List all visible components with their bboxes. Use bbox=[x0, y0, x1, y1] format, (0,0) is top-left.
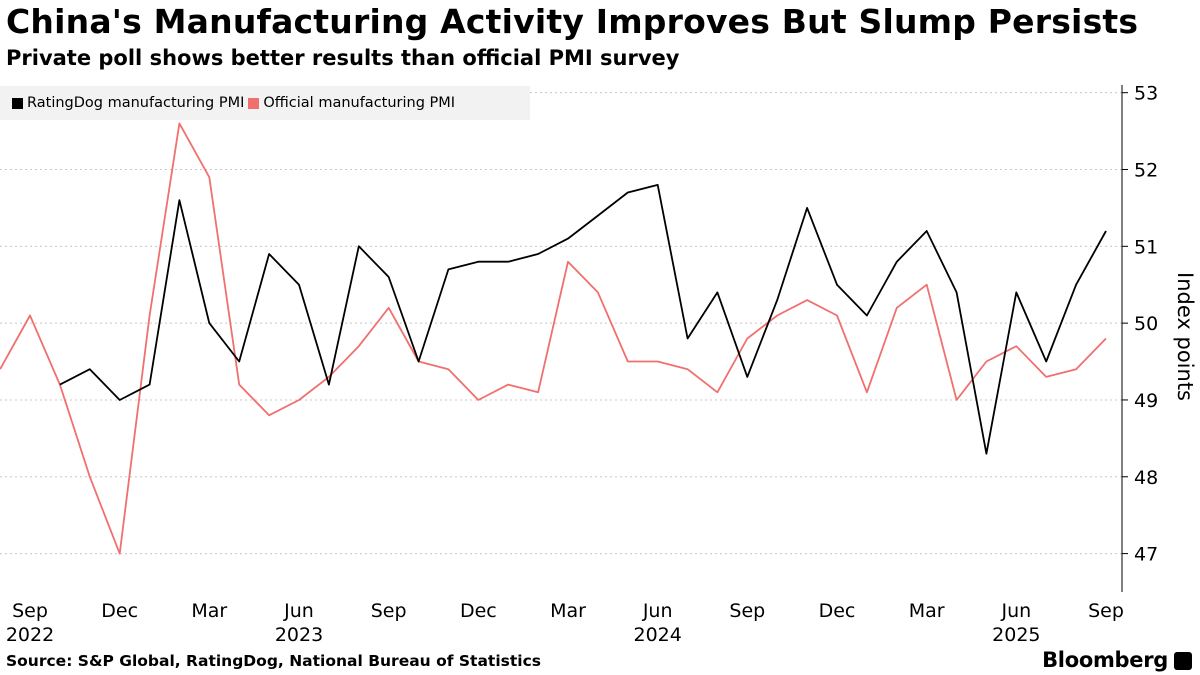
xtick-label-7: Jun bbox=[642, 600, 673, 622]
xtick-label-11: Jun bbox=[1000, 600, 1031, 622]
ytick-label-51: 51 bbox=[1134, 236, 1158, 258]
year-label-1: 2023 bbox=[275, 624, 323, 646]
xtick-label-1: Dec bbox=[101, 600, 138, 622]
brand-logo: Bloomberg bbox=[1042, 648, 1168, 672]
xtick-label-6: Mar bbox=[550, 600, 586, 622]
series-line-ratingdog bbox=[59, 184, 1107, 455]
legend-item-official: Official manufacturing PMI bbox=[248, 95, 455, 111]
chart-title: China's Manufacturing Activity Improves … bbox=[6, 2, 1139, 41]
year-label-0: 2022 bbox=[6, 624, 54, 646]
ytick-label-49: 49 bbox=[1134, 390, 1158, 412]
legend-swatch-ratingdog bbox=[12, 97, 23, 109]
xtick-label-2: Mar bbox=[191, 600, 227, 622]
year-label-2: 2024 bbox=[633, 624, 681, 646]
xtick-label-10: Mar bbox=[909, 600, 945, 622]
chart-legend: RatingDog manufacturing PMI Official man… bbox=[0, 86, 530, 120]
xtick-label-9: Dec bbox=[819, 600, 856, 622]
legend-label-official: Official manufacturing PMI bbox=[263, 95, 456, 111]
xtick-label-4: Sep bbox=[371, 600, 407, 622]
ytick-label-52: 52 bbox=[1134, 160, 1158, 182]
legend-swatch-official bbox=[248, 97, 260, 109]
series-line-official bbox=[0, 122, 1107, 555]
ytick-label-50: 50 bbox=[1134, 313, 1158, 335]
source-note: Source: S&P Global, RatingDog, National … bbox=[6, 652, 542, 670]
legend-item-ratingdog: RatingDog manufacturing PMI bbox=[12, 95, 244, 111]
xtick-label-5: Dec bbox=[460, 600, 497, 622]
xtick-label-12: Sep bbox=[1088, 600, 1124, 622]
year-label-3: 2025 bbox=[992, 624, 1040, 646]
legend-label-ratingdog: RatingDog manufacturing PMI bbox=[27, 95, 245, 111]
xtick-label-0: Sep bbox=[12, 600, 48, 622]
xtick-label-8: Sep bbox=[729, 600, 765, 622]
chart-subtitle: Private poll shows better results than o… bbox=[6, 46, 680, 70]
ytick-label-47: 47 bbox=[1134, 544, 1158, 566]
xtick-label-3: Jun bbox=[283, 600, 314, 622]
y-axis-label: Index points bbox=[1173, 272, 1197, 401]
ytick-label-48: 48 bbox=[1134, 467, 1158, 489]
ytick-label-53: 53 bbox=[1134, 83, 1158, 105]
brand-mark-icon bbox=[1174, 652, 1192, 670]
